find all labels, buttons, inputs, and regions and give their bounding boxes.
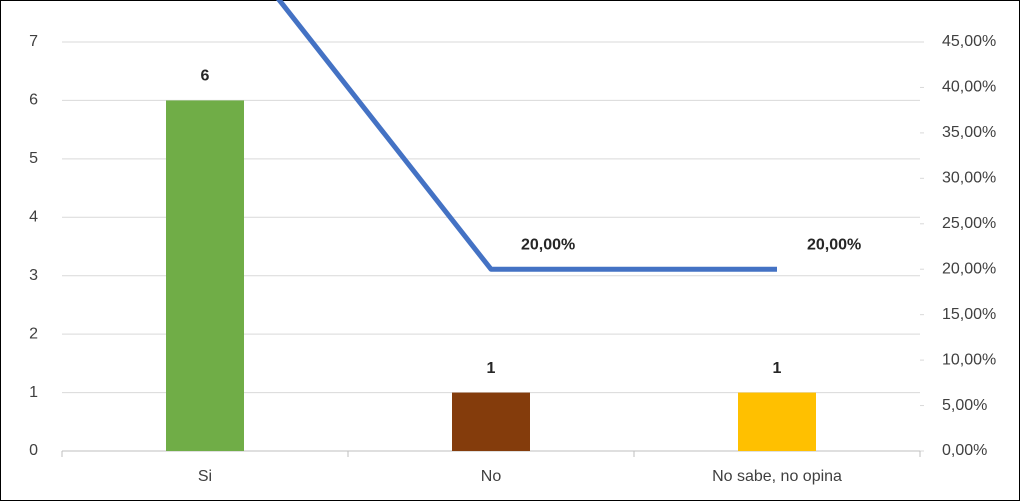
bar (738, 392, 816, 451)
y-tick-label: 4 (29, 209, 38, 226)
y-tick-label: 7 (29, 33, 38, 50)
line (276, 0, 777, 272)
data-label: 6 (201, 68, 210, 85)
y-tick-label: 2 (29, 325, 38, 342)
y-tick-label: 1 (29, 384, 38, 401)
data-label: 1 (487, 360, 496, 377)
data-label: 1 (773, 360, 782, 377)
y2-tick-label: 0,00% (942, 442, 987, 459)
x-tick-label: Si (198, 468, 212, 485)
y2-tick-label: 5,00% (942, 397, 987, 414)
y2-tick-label: 10,00% (942, 351, 996, 368)
bar (166, 100, 244, 451)
bar (452, 392, 530, 451)
y-tick-label: 5 (29, 150, 38, 167)
y2-tick-label: 30,00% (942, 170, 996, 187)
y2-tick-label: 45,00% (942, 33, 996, 50)
y-tick-label: 6 (29, 92, 38, 109)
line-label: 20,00% (807, 236, 861, 253)
y2-tick-label: 20,00% (942, 260, 996, 277)
y-tick-label: 0 (29, 442, 38, 459)
x-tick-label: No sabe, no opina (712, 468, 842, 485)
line-label: 20,00% (521, 236, 575, 253)
y2-tick-label: 40,00% (942, 79, 996, 96)
y2-tick-label: 25,00% (942, 215, 996, 232)
x-tick-label: No (481, 468, 502, 485)
y2-tick-label: 35,00% (942, 124, 996, 141)
y-tick-label: 3 (29, 267, 38, 284)
y2-tick-label: 15,00% (942, 306, 996, 323)
